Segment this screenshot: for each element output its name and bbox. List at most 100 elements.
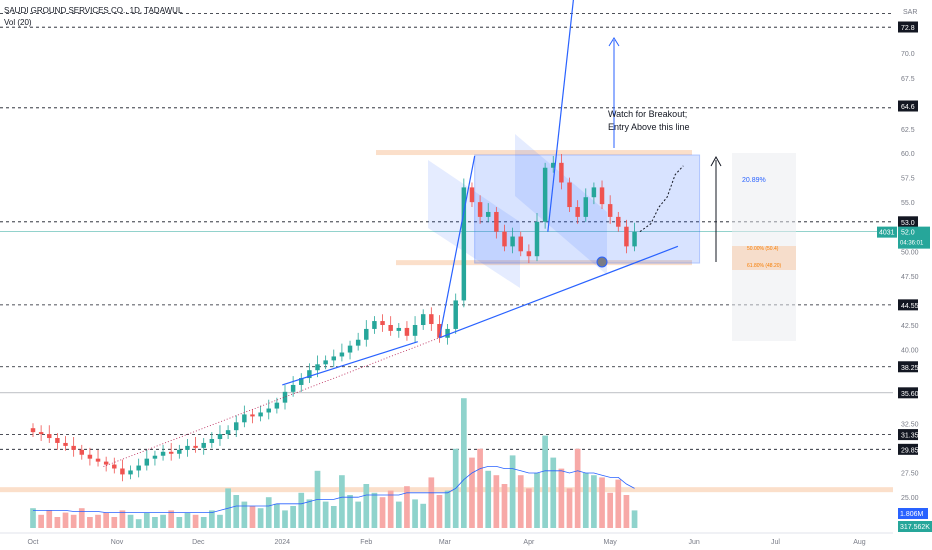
annotation-text: Entry Above this line bbox=[608, 122, 690, 132]
candle-body bbox=[559, 162, 564, 183]
fib-50-label: 50.00% (50.4) bbox=[747, 246, 779, 252]
candle-body bbox=[160, 451, 166, 456]
price-tick-label: 35.60 bbox=[901, 391, 919, 398]
volume-bar bbox=[574, 448, 581, 528]
trendlines-layer: Watch for Breakout; Entry Above this line bbox=[103, 0, 722, 467]
volume-bar bbox=[339, 475, 345, 528]
time-tick-label: Jun bbox=[689, 539, 700, 546]
volume-bar bbox=[265, 497, 272, 528]
price-level-badge bbox=[898, 216, 918, 228]
candle-body bbox=[339, 352, 345, 357]
volume-bar bbox=[192, 514, 199, 528]
candle-body bbox=[364, 328, 369, 340]
volume-bar bbox=[135, 519, 142, 528]
volume-bar bbox=[501, 484, 508, 528]
volume-bar bbox=[469, 457, 475, 528]
volume-bar bbox=[160, 514, 166, 528]
volume-bar bbox=[119, 510, 126, 528]
price-tick-label: 31.35 bbox=[901, 433, 919, 440]
candle-body bbox=[242, 414, 247, 423]
volume-bar bbox=[591, 475, 597, 528]
candle-body bbox=[323, 360, 328, 365]
volume-bar bbox=[127, 514, 134, 528]
price-tick-label: 60.0 bbox=[901, 151, 915, 158]
fib-zone bbox=[732, 246, 796, 270]
candle-body bbox=[534, 221, 540, 257]
candle-body bbox=[201, 442, 206, 448]
volume-bar bbox=[168, 510, 175, 528]
ticker-badge bbox=[877, 226, 897, 238]
candle-body bbox=[87, 454, 93, 459]
price-tick-label: 50.00 bbox=[901, 249, 919, 256]
candle-body bbox=[152, 455, 158, 459]
volume-bar bbox=[428, 477, 435, 528]
volume-bar bbox=[46, 510, 53, 528]
candle-body bbox=[624, 226, 629, 247]
price-tick-label: 62.5 bbox=[901, 127, 915, 134]
candle-body bbox=[453, 300, 458, 329]
volume-bar bbox=[176, 517, 183, 528]
price-tick-label: 38.25 bbox=[901, 365, 919, 372]
candle-body bbox=[437, 324, 442, 338]
volume-bar bbox=[347, 495, 353, 528]
candle-body bbox=[79, 449, 85, 455]
zones-layer bbox=[0, 150, 893, 493]
candle-body bbox=[55, 438, 60, 443]
candle-body bbox=[591, 187, 597, 198]
candle-body bbox=[299, 378, 304, 385]
volume-bar bbox=[78, 508, 85, 528]
volume-indicator-label: Vol (20) bbox=[4, 18, 32, 27]
candle-body bbox=[607, 204, 613, 217]
volume-bar bbox=[355, 501, 362, 528]
volume-bar bbox=[363, 484, 370, 528]
candle-body bbox=[307, 370, 312, 379]
candle-body bbox=[177, 449, 182, 454]
candle-body bbox=[469, 187, 475, 203]
support-zone bbox=[396, 260, 692, 266]
candle-body bbox=[477, 202, 483, 217]
candle-body bbox=[282, 391, 288, 403]
falling-channel bbox=[515, 134, 607, 275]
volume-bar bbox=[444, 490, 451, 528]
volume-bar bbox=[460, 398, 467, 528]
volume-bar bbox=[550, 457, 557, 528]
candle-body bbox=[420, 314, 426, 325]
candle-body bbox=[347, 345, 353, 353]
time-tick-label: Jul bbox=[771, 539, 780, 546]
candle-body bbox=[233, 422, 239, 431]
candle-body bbox=[193, 445, 198, 448]
volume-badge bbox=[898, 521, 932, 532]
volume-bar bbox=[542, 435, 548, 528]
candle-body bbox=[225, 430, 231, 435]
volume-bar bbox=[152, 517, 158, 528]
volume-value: 317.562K bbox=[900, 524, 930, 531]
candle-body bbox=[583, 197, 589, 217]
volume-bar bbox=[282, 510, 288, 528]
volume-bar bbox=[290, 506, 296, 528]
price-tick-label: 64.6 bbox=[901, 104, 915, 111]
price-tick-label: 44.55 bbox=[901, 303, 919, 310]
volume-bar bbox=[395, 501, 402, 528]
volume-ma-value: 1.806M bbox=[900, 511, 924, 518]
candle-body bbox=[485, 211, 491, 217]
volume-bar bbox=[599, 477, 605, 528]
price-level-badge bbox=[898, 21, 918, 33]
breakout-arrow-head bbox=[608, 37, 620, 47]
candle-body bbox=[412, 325, 418, 336]
volume-bar bbox=[509, 455, 516, 528]
time-tick-label: Dec bbox=[192, 539, 205, 546]
candle-body bbox=[274, 402, 280, 409]
volume-bar bbox=[582, 473, 589, 528]
countdown-label: 04:36:01 bbox=[900, 241, 924, 247]
volume-bar bbox=[233, 495, 240, 528]
candle-body bbox=[567, 182, 572, 208]
candle-body bbox=[168, 451, 174, 454]
volume-bar bbox=[387, 490, 394, 528]
candle-body bbox=[355, 339, 361, 346]
volume-bar bbox=[208, 510, 215, 528]
candle-body bbox=[38, 432, 44, 435]
candle-body bbox=[551, 162, 556, 168]
volume-bar bbox=[38, 514, 44, 528]
